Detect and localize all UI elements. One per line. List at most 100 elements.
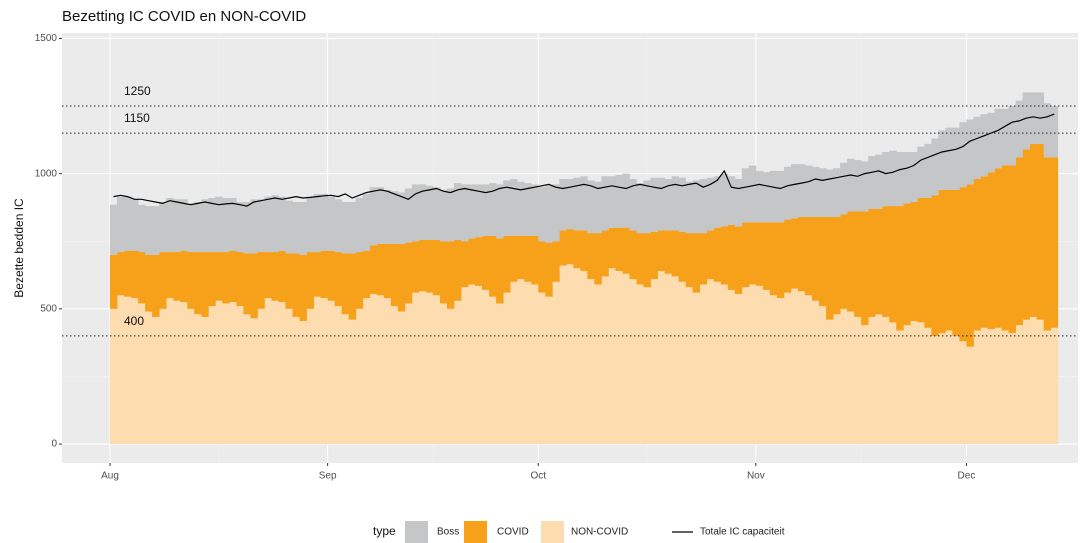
area-step <box>629 279 637 445</box>
y-tick-label: 500 <box>40 303 57 314</box>
area-step <box>517 181 525 236</box>
area-step <box>517 235 525 280</box>
area-step <box>706 279 715 445</box>
area-step <box>643 180 651 234</box>
area-step <box>531 284 539 445</box>
area-step <box>257 199 265 253</box>
area-step <box>159 202 167 253</box>
area-step <box>1029 92 1038 144</box>
area-step <box>446 308 455 445</box>
area-step <box>250 318 258 445</box>
area-step <box>278 302 286 445</box>
area-step <box>938 130 946 190</box>
area-step <box>748 284 757 445</box>
area-step <box>306 252 314 309</box>
area-step <box>145 206 153 255</box>
area-step <box>208 306 216 445</box>
area-step <box>334 252 343 307</box>
area-step <box>152 316 160 445</box>
area-step <box>264 298 272 445</box>
area-step <box>1008 165 1016 334</box>
area-step <box>369 187 378 246</box>
area-step <box>264 196 272 253</box>
area-step <box>931 138 939 196</box>
area-step <box>1001 108 1009 166</box>
area-step <box>313 296 321 445</box>
area-step <box>819 306 827 445</box>
area-step <box>713 227 722 282</box>
area-step <box>201 252 209 317</box>
area-step <box>573 177 581 231</box>
legend-swatch <box>541 521 564 543</box>
area-step <box>383 298 392 445</box>
area-step <box>713 176 722 228</box>
area-step <box>418 239 427 292</box>
area-step <box>833 314 841 445</box>
area-step <box>503 292 511 445</box>
area-step <box>327 196 336 251</box>
area-step <box>1043 330 1052 445</box>
area-step <box>720 226 729 285</box>
area-step <box>966 346 974 445</box>
area-step <box>432 295 441 445</box>
area-step <box>187 308 195 445</box>
area-step <box>804 165 813 217</box>
area-step <box>910 202 918 322</box>
area-step <box>608 176 616 228</box>
area-step <box>194 252 202 315</box>
area-step <box>432 187 441 240</box>
area-step <box>959 187 967 342</box>
area-step <box>896 330 904 445</box>
area-step <box>545 185 553 243</box>
area-step <box>152 254 160 317</box>
area-step <box>243 202 251 254</box>
area-step <box>348 202 357 254</box>
area-step <box>229 250 237 303</box>
area-step <box>966 119 974 185</box>
area-step <box>131 199 139 251</box>
area-step <box>222 252 230 304</box>
area-step <box>896 151 904 207</box>
legend-swatch <box>464 521 487 543</box>
area-step <box>762 172 771 223</box>
area-step <box>355 252 364 309</box>
area-step <box>404 188 413 243</box>
y-axis-label: Bezette bedden IC <box>12 198 26 298</box>
area-step <box>453 300 462 445</box>
area-step <box>138 252 146 304</box>
area-step <box>362 250 371 299</box>
area-step <box>776 298 785 445</box>
legend-label: Totale IC capaciteit <box>700 527 785 538</box>
reference-label: 1250 <box>124 84 151 98</box>
area-step <box>446 188 455 242</box>
area-step <box>734 226 743 294</box>
legend: type Boss COVID NON-COVID Totale IC capacit… <box>373 521 785 543</box>
area-step <box>868 316 876 445</box>
area-step <box>580 270 588 445</box>
area-step <box>1008 333 1016 445</box>
area-step <box>931 335 939 445</box>
area-step <box>138 303 146 445</box>
area-step <box>966 184 974 347</box>
area-step <box>622 273 630 445</box>
area-step <box>250 253 258 319</box>
area-step <box>222 303 230 445</box>
area-step <box>1001 330 1009 445</box>
area-step <box>446 241 455 309</box>
area-step <box>727 289 736 445</box>
area-step <box>650 279 658 445</box>
area-step <box>889 206 897 323</box>
area-step <box>903 151 911 204</box>
area-step <box>657 230 665 271</box>
area-step <box>952 127 960 190</box>
area-step <box>313 252 321 297</box>
area-step <box>854 160 862 212</box>
area-step <box>650 177 658 232</box>
area-step <box>833 216 841 315</box>
area-step <box>411 184 420 242</box>
y-tick-label: 0 <box>51 439 57 450</box>
area-step <box>271 252 279 301</box>
area-step <box>748 222 757 285</box>
area-step <box>369 245 378 294</box>
area-step <box>657 177 665 231</box>
